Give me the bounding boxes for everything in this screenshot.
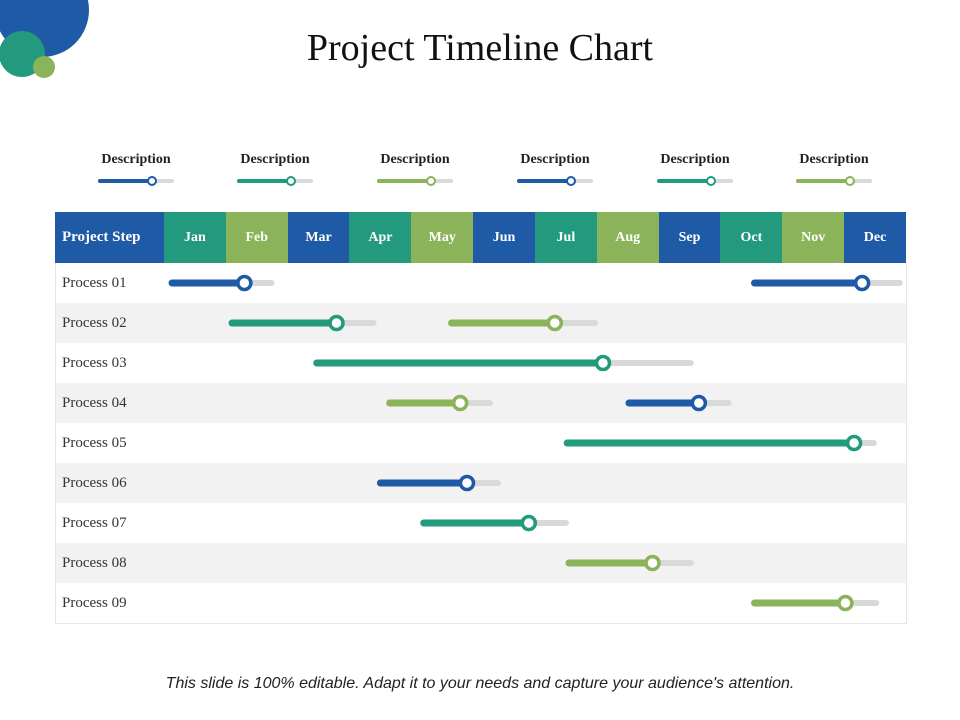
row-label: Process 06	[62, 475, 127, 491]
timeline-header: Project Step Jan Feb Mar Apr May Jun Jul Aug Sep O…	[55, 212, 906, 263]
row-label: Process 04	[62, 395, 127, 411]
legend-item: Description	[345, 152, 485, 186]
legend-label: Description	[799, 152, 869, 167]
legend-label: Description	[380, 152, 450, 167]
header-month: Feb	[225, 212, 288, 263]
header-month: May	[411, 212, 474, 263]
header-project-step: Project Step	[55, 212, 164, 263]
legend-slider-fill	[796, 179, 852, 183]
legend-slider	[377, 176, 453, 186]
legend-slider-knob	[845, 176, 855, 186]
legend-slider	[517, 176, 593, 186]
header-month: Jun	[473, 212, 535, 263]
header-month: Oct	[720, 212, 783, 263]
row-label: Process 02	[62, 315, 127, 331]
header-month: Apr	[349, 212, 412, 263]
row-label: Process 05	[62, 435, 127, 451]
table-row: Process 08	[55, 543, 906, 583]
legend-slider	[796, 176, 872, 186]
footer-note: This slide is 100% editable. Adapt it to…	[165, 675, 795, 692]
legend-item: Description	[66, 152, 206, 186]
header-month: Mar	[287, 212, 350, 263]
legend-slider-fill	[517, 179, 573, 183]
deco-circle-green	[33, 56, 55, 78]
legend-slider-knob	[566, 176, 576, 186]
header-month: Nov	[782, 212, 845, 263]
header-month: Jan	[164, 212, 226, 263]
row-label: Process 01	[62, 275, 127, 291]
legend-label: Description	[660, 152, 730, 167]
page-title: Project Timeline Chart	[306, 27, 654, 69]
header-month: Jul	[534, 212, 597, 263]
legend-item: Description	[625, 152, 765, 186]
legend-label: Description	[101, 152, 171, 167]
legend-slider-knob	[706, 176, 716, 186]
row-label: Process 03	[62, 355, 127, 371]
legend-slider-fill	[657, 179, 713, 183]
legend-slider	[98, 176, 174, 186]
legend-slider-knob	[147, 176, 157, 186]
legend-item: Description	[764, 152, 904, 186]
legend-slider-knob	[286, 176, 296, 186]
header-month: Sep	[658, 212, 721, 263]
legend-item: Description	[205, 152, 345, 186]
legend-label: Description	[240, 152, 310, 167]
header-month: Dec	[844, 212, 906, 263]
legend-slider-fill	[98, 179, 154, 183]
legend-slider-fill	[237, 179, 293, 183]
legend-slider	[237, 176, 313, 186]
legend-slider-knob	[426, 176, 436, 186]
legend-slider	[657, 176, 733, 186]
legend-item: Description	[485, 152, 625, 186]
row-label: Process 07	[62, 515, 127, 531]
row-label: Process 08	[62, 555, 127, 571]
legend-label: Description	[520, 152, 590, 167]
decorative-circles	[0, 0, 89, 78]
row-label: Process 09	[62, 595, 127, 611]
header-month: Aug	[596, 212, 659, 263]
legend-slider-fill	[377, 179, 433, 183]
table-frame	[55, 263, 907, 624]
